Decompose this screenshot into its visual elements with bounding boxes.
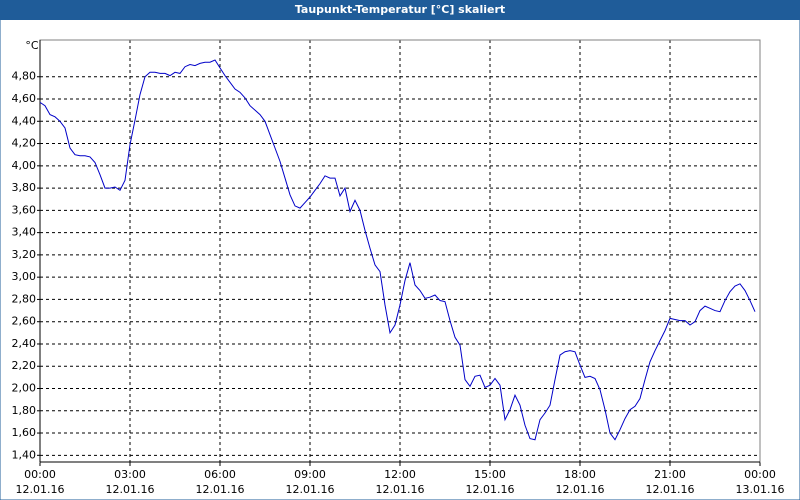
x-tick-label: 03:00 [114, 468, 146, 481]
x-tick-label: 09:00 [294, 468, 326, 481]
x-tick-date: 12.01.16 [646, 483, 695, 496]
y-tick-label: 4,80 [12, 70, 37, 83]
x-tick-label: 00:00 [24, 468, 56, 481]
y-tick-label: 1,80 [12, 404, 37, 417]
x-tick-date: 12.01.16 [376, 483, 425, 496]
y-tick-label: 2,20 [12, 359, 37, 372]
y-tick-label: 2,60 [12, 315, 37, 328]
y-tick-label: 1,40 [12, 448, 37, 461]
y-tick-label: 4,40 [12, 114, 37, 127]
x-tick-date: 12.01.16 [556, 483, 605, 496]
title-bar [0, 0, 800, 20]
x-tick-label: 15:00 [474, 468, 506, 481]
y-unit: °C [25, 39, 39, 52]
x-tick-date: 12.01.16 [106, 483, 155, 496]
y-tick-label: 4,00 [12, 159, 37, 172]
x-tick-label: 00:00 [744, 468, 776, 481]
x-tick-label: 12:00 [384, 468, 416, 481]
x-tick-date: 12.01.16 [466, 483, 515, 496]
y-tick-label: 4,60 [12, 92, 37, 105]
y-tick-label: 3,60 [12, 203, 37, 216]
y-tick-label: 3,40 [12, 226, 37, 239]
y-tick-label: 2,00 [12, 382, 37, 395]
x-tick-date: 12.01.16 [16, 483, 65, 496]
x-tick-date: 13.01.16 [736, 483, 785, 496]
y-tick-label: 2,80 [12, 292, 37, 305]
x-tick-label: 21:00 [654, 468, 686, 481]
y-tick-label: 2,40 [12, 337, 37, 350]
y-tick-label: 3,20 [12, 248, 37, 261]
x-tick-label: 18:00 [564, 468, 596, 481]
y-tick-label: 1,60 [12, 426, 37, 439]
y-tick-label: 4,20 [12, 137, 37, 150]
y-tick-label: 3,00 [12, 270, 37, 283]
data-line [39, 59, 756, 441]
y-tick-label: 3,80 [12, 181, 37, 194]
x-tick-date: 12.01.16 [196, 483, 245, 496]
x-tick-date: 12.01.16 [286, 483, 335, 496]
chart-title: Taupunkt-Temperatur [°C] skaliert [295, 3, 505, 16]
x-tick-label: 06:00 [204, 468, 236, 481]
